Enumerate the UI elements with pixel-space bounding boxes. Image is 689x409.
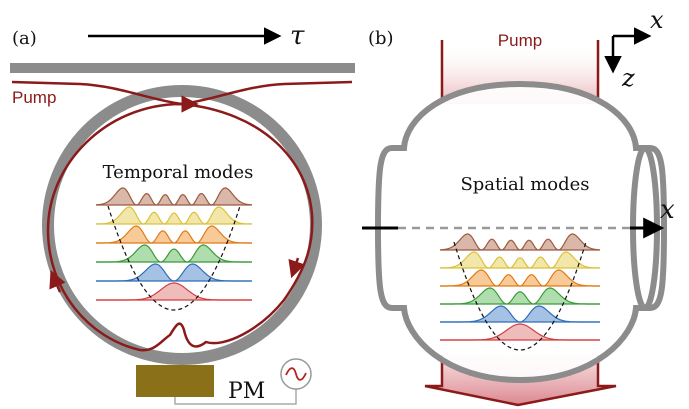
ring-resonator [42, 85, 322, 365]
temporal-mode-fill-5 [96, 188, 252, 205]
spatial-mode-fill-2 [440, 288, 600, 304]
spatial-mode-fill-3 [440, 270, 600, 286]
circulation-arrow-left [49, 269, 66, 293]
temporal-mode-fill-0 [96, 283, 252, 300]
temporal-potential-well [107, 205, 241, 311]
spatial-mode-fill-4 [440, 252, 600, 268]
temporal-mode-fill-3 [96, 226, 252, 243]
spatial-mode-fill-0 [440, 324, 600, 340]
temporal-modes [96, 187, 252, 311]
temporal-mode-line-1 [96, 263, 252, 282]
time-axis-label: τ [290, 21, 305, 51]
spatial-potential-well [453, 241, 587, 351]
temporal-mode-fill-1 [96, 264, 252, 281]
spatial-mode-fill-5 [440, 234, 600, 250]
frame-z-label: z [621, 64, 635, 92]
spatial-mode-line-4 [440, 251, 600, 269]
bus-waveguide [10, 63, 355, 73]
pump-beam-bottom-edge [424, 355, 617, 407]
circulation-arrow-right [288, 257, 306, 279]
temporal-mode-line-2 [96, 244, 252, 263]
pump-label-b: Pump [498, 31, 542, 50]
panel-a-label: (a) [12, 28, 37, 49]
temporal-mode-fill-4 [96, 207, 252, 224]
spatial-cavity [374, 80, 668, 384]
spatial-modes-title: Spatial modes [460, 174, 589, 195]
temporal-mode-fill-2 [96, 245, 252, 262]
circulating-pump [46, 102, 314, 352]
modulator-wire [174, 388, 297, 405]
sine-wave-icon [285, 367, 307, 381]
spatial-modes [440, 233, 600, 351]
phase-modulator [136, 365, 214, 397]
temporal-modes-title: Temporal modes [103, 162, 254, 183]
spatial-mode-line-2 [440, 287, 600, 305]
temporal-mode-line-4 [96, 206, 252, 225]
panel-a: (a) τ Pump Temporal modes PM [10, 21, 355, 405]
pump-label-a: Pump [12, 88, 56, 107]
frame-x-label: x [650, 6, 664, 34]
panel-b: (b) Pump x Spatial modes x z [362, 6, 675, 407]
modulator-label: PM [228, 379, 265, 404]
panel-b-label: (b) [368, 28, 394, 49]
axis-x-side-label: x [660, 195, 675, 225]
